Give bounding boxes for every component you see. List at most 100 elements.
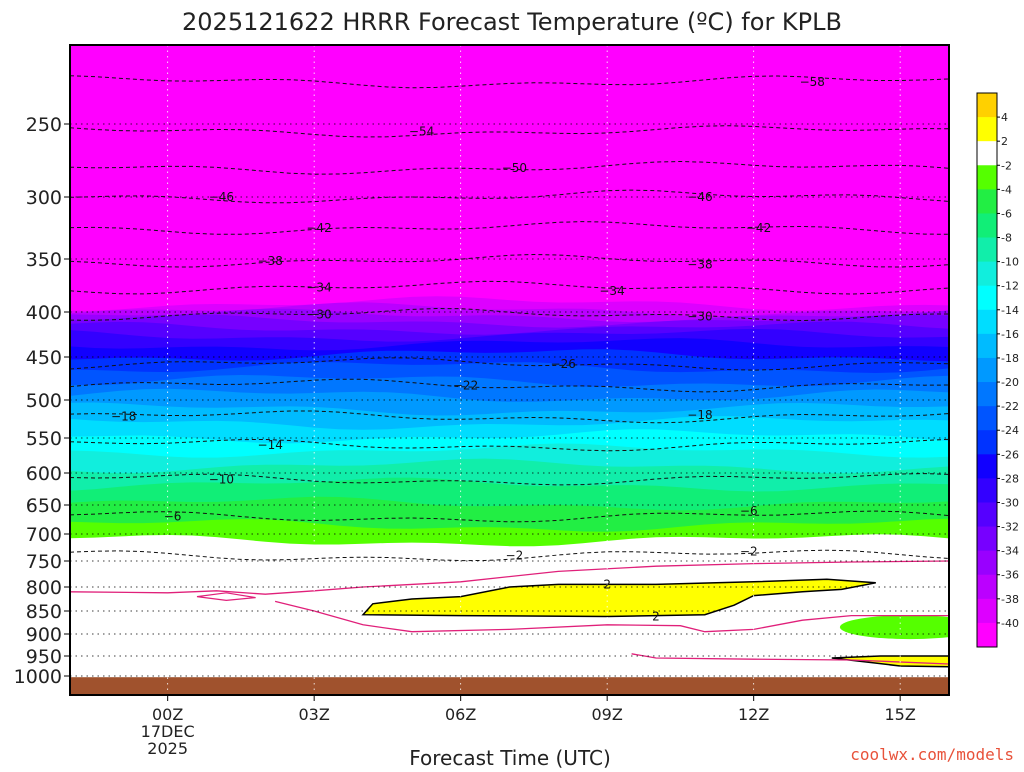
colorbar-swatch — [977, 574, 997, 600]
warm-nose-label: 2 — [652, 610, 660, 624]
isotherm-label: −42 — [746, 221, 771, 235]
x-tick-sublabel: 17DEC — [141, 722, 195, 741]
isotherm-label: −22 — [453, 378, 478, 392]
isotherm-label: −42 — [306, 221, 331, 235]
colorbar-frame — [976, 92, 998, 648]
x-tick-label: 03Z — [299, 705, 330, 724]
colorbar-label: -2 — [1001, 159, 1012, 172]
isotherm-label: −2 — [506, 549, 524, 563]
plot-area — [70, 45, 949, 695]
y-axis: 2503003504004505005506006507007508008509… — [14, 114, 70, 688]
colorbar-swatch — [977, 406, 997, 431]
isotherm-label: −2 — [740, 544, 758, 558]
colorbar-label: -4 — [1001, 183, 1012, 196]
isotherm-label: −10 — [209, 472, 234, 486]
colorbar-label: -16 — [1001, 328, 1019, 341]
colorbar-swatch — [977, 189, 997, 214]
colorbar-label: -26 — [1001, 448, 1019, 461]
y-tick-label: 750 — [26, 551, 62, 573]
warm-nose-region — [361, 578, 876, 618]
y-tick-label: 950 — [26, 646, 62, 668]
y-tick-label: 250 — [26, 114, 62, 136]
colorbar-label: -34 — [1001, 545, 1019, 558]
y-tick-label: 650 — [26, 495, 62, 517]
plot-frame — [69, 44, 950, 696]
x-tick-label: 00Z — [152, 705, 183, 724]
colorbar-swatch — [977, 333, 997, 359]
isotherm-label: −34 — [306, 281, 331, 295]
ground-region — [70, 677, 949, 695]
colorbar-label: -6 — [1001, 207, 1012, 220]
colorbar-swatch — [977, 478, 997, 503]
x-axis-label: Forecast Time (UTC) — [409, 746, 611, 768]
colorbar-label: -10 — [1001, 256, 1019, 269]
x-tick-label: 06Z — [445, 705, 476, 724]
y-tick-label: 550 — [26, 428, 62, 450]
colorbar-swatch — [977, 550, 997, 576]
isotherm-label: −30 — [687, 310, 712, 324]
colorbar: 4 2 -2 -4 -6 -8 -10 -12 -14 -16 -18 -20 -22 -24 -26 -28… — [976, 92, 1019, 648]
y-tick-label: 450 — [26, 347, 62, 369]
colorbar-swatch — [977, 502, 997, 528]
colorbar-swatch — [977, 526, 997, 552]
isotherm-label: −54 — [409, 124, 434, 138]
colorbar-swatch — [977, 430, 997, 455]
y-tick-label: 900 — [26, 624, 62, 646]
isotherm-label: −50 — [502, 161, 527, 175]
isotherm-label: −34 — [599, 284, 624, 298]
zero-line-loop — [196, 592, 256, 602]
isotherm-label: −6 — [740, 504, 758, 518]
colorbar-swatch — [977, 93, 997, 118]
colorbar-label: 2 — [1001, 135, 1008, 148]
x-tick-label: 12Z — [738, 705, 769, 724]
y-tick-label: 850 — [26, 601, 62, 623]
y-tick-label: 500 — [26, 390, 62, 412]
zero-line-middle — [274, 600, 949, 633]
y-tick-label: 800 — [26, 577, 62, 599]
y-tick-label: 300 — [26, 187, 62, 209]
colorbar-swatch — [977, 213, 997, 239]
colorbar-swatch — [977, 261, 997, 287]
colorbar-label: -14 — [1001, 304, 1019, 317]
isotherm-label: −38 — [258, 254, 283, 268]
colorbar-swatch — [977, 237, 997, 263]
credit-text: coolwx.com/models — [850, 745, 1014, 764]
zero-line-upper — [69, 560, 950, 595]
colorbar-label: 4 — [1001, 111, 1008, 124]
colorbar-label: -20 — [1001, 376, 1019, 389]
colorbar-label: -38 — [1001, 593, 1019, 606]
colorbar-swatch — [977, 454, 997, 479]
x-tick-label: 15Z — [885, 705, 916, 724]
colorbar-label: -28 — [1001, 472, 1019, 485]
isotherm-label: −38 — [687, 257, 712, 271]
colorbar-swatch — [977, 382, 997, 407]
x-tick-sublabel: 2025 — [147, 739, 188, 758]
isotherm-label: −18 — [687, 408, 712, 422]
isotherm-label: −26 — [551, 357, 576, 371]
isotherm-label: −46 — [687, 190, 712, 204]
colorbar-label: -32 — [1001, 521, 1019, 534]
colorbar-swatch — [977, 622, 997, 648]
colorbar-label: -18 — [1001, 352, 1019, 365]
colorbar-label: -40 — [1001, 617, 1019, 630]
colorbar-label: -12 — [1001, 280, 1019, 293]
colorbar-label: -24 — [1001, 424, 1019, 437]
isotherm-label: −18 — [111, 410, 136, 424]
isotherm-label: −46 — [209, 190, 234, 204]
y-tick-label: 350 — [26, 249, 62, 271]
isotherm-label: −14 — [258, 438, 283, 452]
colorbar-swatch — [977, 598, 997, 624]
colorbar-label: -8 — [1001, 232, 1012, 245]
colorbar-swatch — [977, 357, 997, 383]
isotherm-label: −6 — [164, 510, 182, 524]
colorbar-swatch — [977, 165, 997, 190]
warm-nose-label: 2 — [603, 577, 611, 591]
colorbar-label: -30 — [1001, 496, 1019, 509]
x-tick-label: 09Z — [592, 705, 623, 724]
cold-pocket-right — [839, 615, 949, 640]
colorbar-label: -22 — [1001, 400, 1019, 413]
colorbar-swatch — [977, 117, 997, 142]
y-tick-label: 1000 — [14, 666, 62, 688]
